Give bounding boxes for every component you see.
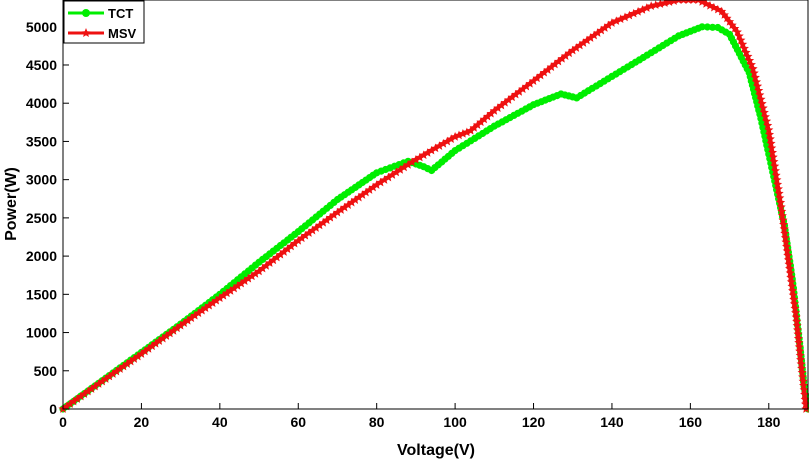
y-axis-label: Power(W) — [3, 167, 20, 241]
series-point — [709, 2, 719, 12]
legend-label: MSV — [108, 26, 137, 41]
series-layer — [58, 0, 809, 413]
y-tick-label: 2000 — [26, 248, 57, 264]
series-point — [746, 59, 756, 69]
series-point — [759, 107, 769, 117]
series-point — [749, 68, 759, 78]
series-point — [722, 13, 732, 23]
legend-box — [63, 0, 145, 44]
x-tick-label: 100 — [443, 414, 467, 430]
y-tick-label: 3500 — [26, 133, 57, 149]
series-point — [680, 0, 687, 4]
x-tick-label: 160 — [679, 414, 703, 430]
x-tick-label: 0 — [59, 414, 67, 430]
y-tick-label: 2500 — [26, 210, 57, 226]
y-tick-label: 0 — [49, 401, 57, 417]
series-point — [754, 85, 764, 95]
x-tick-label: 120 — [522, 414, 546, 430]
x-axis-label: Voltage(V) — [397, 442, 475, 459]
y-axis-ticks: 0 500 1000 1500 2000 2500 3000 3500 4000 4500 5000 — [26, 19, 69, 417]
y-tick-label: 4500 — [26, 57, 57, 73]
series-point — [753, 81, 763, 91]
series-point — [690, 0, 697, 4]
legend-item-msv: MSV — [68, 26, 137, 41]
x-tick-label: 20 — [134, 414, 150, 430]
y-tick-label: 3000 — [26, 172, 57, 188]
y-tick-label: 500 — [34, 363, 58, 379]
series-point — [705, 0, 715, 10]
y-tick-label: 1500 — [26, 286, 57, 302]
series-point — [727, 20, 737, 30]
x-tick-label: 60 — [290, 414, 306, 430]
legend-item-tct: TCT — [68, 6, 133, 21]
legend: TCT MSV — [63, 0, 145, 44]
x-axis-ticks: 0 20 40 60 80 100 120 140 160 180 — [59, 403, 781, 430]
series-point — [750, 72, 760, 82]
y-tick-label: 4000 — [26, 95, 57, 111]
plot-background — [63, 0, 809, 409]
plot-frame — [62, 0, 809, 410]
series-point — [757, 99, 767, 108]
y-tick-label: 1000 — [26, 325, 57, 341]
legend-label: TCT — [108, 6, 133, 21]
x-tick-label: 180 — [757, 414, 781, 430]
x-tick-label: 80 — [369, 414, 385, 430]
series-point — [761, 116, 772, 126]
series-point — [748, 64, 758, 73]
y-tick-label: 5000 — [26, 19, 57, 35]
series-point — [751, 77, 762, 86]
series-point — [739, 43, 749, 53]
x-tick-label: 140 — [600, 414, 624, 430]
series-point — [758, 103, 768, 113]
series-msv — [58, 0, 809, 413]
series-point — [685, 0, 692, 4]
series-point — [763, 120, 773, 130]
series-point — [669, 0, 679, 5]
x-tick-label: 40 — [212, 414, 228, 430]
series-point — [760, 112, 770, 121]
series-point — [675, 0, 682, 4]
legend-marker-star-icon — [81, 28, 91, 37]
series-point — [756, 94, 766, 104]
legend-marker-circle-icon — [82, 9, 90, 17]
